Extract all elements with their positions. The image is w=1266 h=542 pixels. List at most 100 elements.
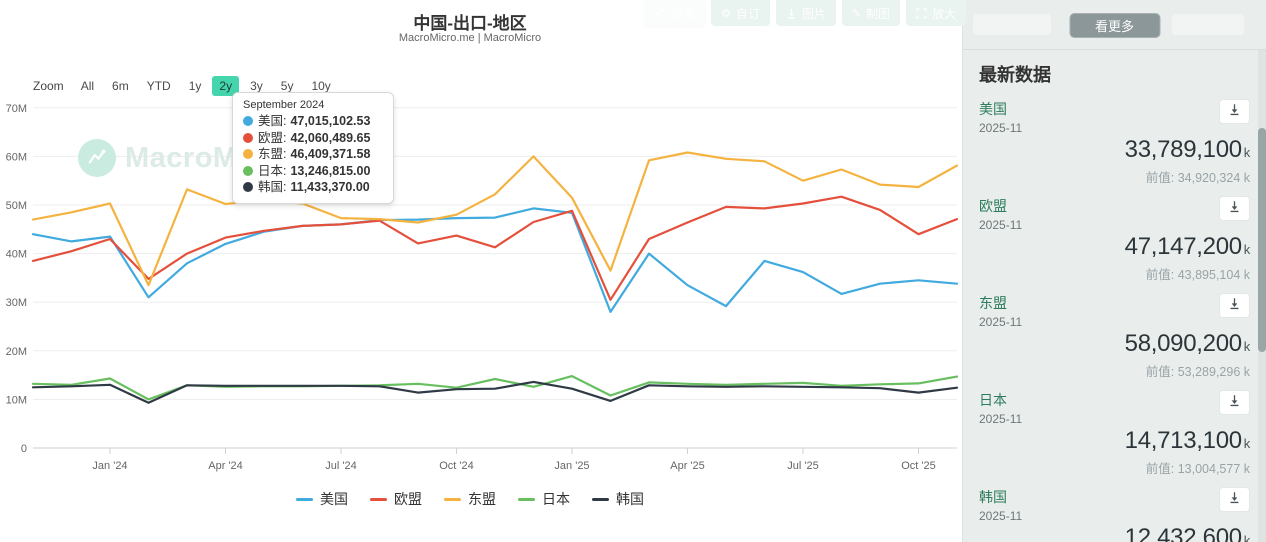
download-button[interactable]: [1219, 196, 1250, 221]
svg-text:40M: 40M: [6, 249, 27, 261]
entry-region-link[interactable]: 韩国: [979, 489, 1007, 505]
entry-unit: k: [1243, 145, 1251, 160]
legend-dash-icon: [444, 497, 461, 501]
share-icon: [655, 8, 666, 19]
sidebar: 看更多 最新数据 美国 2025-11 33,789,100 k 前值: 34,920,…: [962, 0, 1266, 542]
entry-previous-value: 前值: 13,004,577 k: [1145, 462, 1250, 476]
toolbar-button-自订[interactable]: ⚙ 自订: [711, 0, 770, 26]
entry-region-link[interactable]: 美国: [979, 101, 1007, 117]
range-selector: Zoom All 6m YTD 1y 2y 3y 5y 10y: [33, 76, 338, 96]
toolbar-button-label: 自订: [735, 6, 760, 21]
svg-text:60M: 60M: [6, 151, 27, 163]
legend-dash-icon: [518, 497, 535, 501]
toolbar-button-制图[interactable]: ✎ 制图: [841, 0, 901, 26]
toolbar-button-放大[interactable]: 放大: [906, 0, 967, 26]
chart-legend: 美国 欧盟 东盟 日本 韩国: [0, 489, 940, 509]
entry-name-block: 美国 2025-11: [979, 99, 1022, 135]
download-data-icon: [1228, 200, 1241, 218]
toolbar-button-label: 分享: [671, 6, 696, 21]
tooltip-series-value: 42,060,489.65: [290, 130, 371, 145]
entry-previous-value: 前值: 43,895,104 k: [1145, 268, 1250, 282]
range-button-All[interactable]: All: [80, 79, 95, 93]
series-line-东盟: [31, 151, 959, 287]
tooltip-series-value: 11,433,370.00: [290, 180, 370, 194]
download-data-icon: [1228, 297, 1241, 315]
legend-item-东盟[interactable]: 东盟: [444, 489, 496, 509]
latest-data-heading: 最新数据: [979, 65, 1051, 85]
chart-panel: 0 10M 20M 30M 40M 50M 60M 70M Jan '24 Apr '24 Jul …: [0, 0, 967, 509]
range-button-1y[interactable]: 1y: [188, 79, 202, 93]
expand-icon: [916, 7, 927, 19]
tooltip-row-美国: 美国: 47,015,102.53: [243, 113, 383, 130]
legend-label: 欧盟: [394, 491, 422, 507]
toolbar-button-分享[interactable]: 分享: [645, 0, 706, 26]
range-button-YTD[interactable]: YTD: [146, 79, 171, 93]
legend-label: 日本: [542, 491, 570, 507]
series-color-dot: [243, 165, 253, 176]
legend-item-日本[interactable]: 日本: [518, 489, 570, 509]
svg-text:Jan '24: Jan '24: [92, 460, 127, 472]
chart-canvas: 0 10M 20M 30M 40M 50M 60M 70M Jan '24 Apr '24 Jul …: [6, 103, 959, 472]
series-color-dot: [243, 116, 253, 127]
entry-date: 2025-11: [979, 412, 1023, 426]
range-button-6m[interactable]: 6m: [112, 79, 129, 93]
see-more-button[interactable]: 看更多: [1068, 13, 1161, 38]
latest-data-entry-美国: 美国 2025-11 33,789,100 k 前值: 34,920,324 k: [963, 89, 1266, 186]
tooltip-series-name: 日本:: [258, 163, 287, 178]
entry-header: 日本 2025-11: [979, 390, 1250, 426]
download-button[interactable]: [1219, 293, 1250, 318]
toolbar-button-label: 图片: [801, 6, 826, 21]
latest-data-entry-东盟: 东盟 2025-11 58,090,200 k 前值: 53,289,296 k: [963, 283, 1266, 380]
entry-value: 14,713,100 k: [1124, 427, 1251, 454]
entry-unit: k: [1243, 436, 1251, 451]
tooltip-date: September 2024: [243, 99, 325, 111]
svg-text:30M: 30M: [6, 297, 27, 309]
range-button-5y[interactable]: 5y: [280, 79, 294, 93]
legend-label: 东盟: [468, 491, 496, 507]
entry-region-link[interactable]: 日本: [979, 392, 1007, 408]
entry-date: 2025-11: [979, 218, 1023, 232]
download-icon: [786, 8, 797, 19]
series-color-dot: [243, 132, 253, 143]
latest-data-entry-韩国: 韩国 2025-11 12,432,600 k: [963, 477, 1266, 542]
entry-value: 58,090,200 k: [1124, 330, 1251, 357]
download-button[interactable]: [1219, 390, 1250, 415]
toolbar-button-图片[interactable]: 图片: [775, 0, 836, 26]
range-button-2y[interactable]: 2y: [212, 76, 240, 96]
svg-text:Apr '25: Apr '25: [670, 460, 705, 472]
download-button[interactable]: [1219, 99, 1250, 124]
entry-header: 美国 2025-11: [979, 99, 1250, 135]
tooltip-series-value: 47,015,102.53: [290, 114, 371, 128]
svg-text:Apr '24: Apr '24: [208, 460, 243, 472]
range-button-3y[interactable]: 3y: [250, 79, 263, 93]
entry-name-block: 东盟 2025-11: [979, 293, 1022, 329]
entry-header: 欧盟 2025-11: [979, 196, 1250, 232]
legend-item-韩国[interactable]: 韩国: [592, 489, 644, 509]
download-button[interactable]: [1219, 487, 1250, 512]
entry-unit: k: [1243, 339, 1251, 354]
entry-value: 47,147,200 k: [1124, 233, 1251, 260]
svg-text:70M: 70M: [6, 103, 27, 115]
pencil-icon: ✎: [851, 6, 862, 20]
tooltip-series-name: 韩国:: [258, 180, 287, 194]
entry-name-block: 韩国 2025-11: [979, 487, 1022, 523]
entry-unit: k: [1243, 533, 1251, 542]
legend-dash-icon: [592, 497, 609, 501]
tooltip-series-name: 欧盟:: [258, 130, 287, 145]
tooltip-rows: 美国: 47,015,102.53 欧盟: 42,060,489.65 东盟: 46,40…: [243, 113, 383, 196]
latest-data-entry-欧盟: 欧盟 2025-11 47,147,200 k 前值: 43,895,104 k: [963, 186, 1266, 283]
entry-name-block: 日本 2025-11: [979, 390, 1022, 426]
legend-item-欧盟[interactable]: 欧盟: [370, 489, 422, 509]
tooltip-series-value: 46,409,371.58: [290, 147, 371, 161]
download-data-icon: [1228, 394, 1241, 412]
range-button-10y[interactable]: 10y: [311, 79, 331, 93]
entry-region-link[interactable]: 欧盟: [979, 198, 1007, 214]
chart-tooltip: September 2024 美国: 47,015,102.53 欧盟: 42,060…: [232, 92, 394, 204]
legend-item-美国[interactable]: 美国: [296, 489, 348, 509]
svg-text:Jul '24: Jul '24: [325, 460, 356, 472]
sidebar-scrollbar-thumb[interactable]: [1258, 128, 1266, 352]
entry-region-link[interactable]: 东盟: [979, 295, 1007, 311]
toolbar-button-label: 制图: [866, 6, 891, 21]
chart-title: 中国-出口-地区: [413, 14, 527, 33]
